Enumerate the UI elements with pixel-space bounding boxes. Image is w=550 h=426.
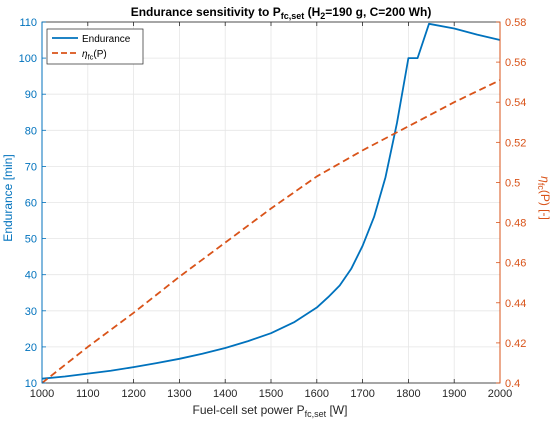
x-tick-label: 1400: [213, 388, 237, 400]
left-y-tick-label: 80: [25, 125, 37, 137]
right-y-axis-label: ηfc(P) [-]: [536, 176, 550, 220]
legend-endurance-label: Endurance: [82, 34, 131, 45]
right-y-tick-label: 0.56: [505, 57, 526, 69]
legend-efficiency-label: ηfc(P): [82, 49, 107, 62]
x-tick-label: 1900: [442, 388, 466, 400]
efficiency-series-line: [41, 79, 501, 384]
left-y-tick-label: 10: [25, 378, 37, 390]
left-y-tick-label: 90: [25, 89, 37, 101]
x-tick-label: 1200: [121, 388, 145, 400]
left-y-tick-label: 110: [19, 17, 37, 29]
left-y-tick-label: 40: [25, 270, 37, 282]
left-y-tick-label: 60: [25, 198, 37, 210]
right-y-tick-label: 0.5: [505, 177, 520, 189]
legend: Endurance ηfc(P): [46, 28, 144, 65]
right-y-tick-label: 0.4: [505, 378, 520, 390]
right-y-tick-label: 0.52: [505, 137, 526, 149]
left-y-tick-label: 20: [25, 342, 37, 354]
x-tick-label: 1700: [350, 388, 374, 400]
left-y-axis: 10 20 30 40 50 60 70 80 90 100 110: [19, 17, 46, 390]
x-axis-label: Fuel-cell set power Pfc,set [W]: [193, 403, 348, 419]
right-y-tick-label: 0.58: [505, 17, 526, 29]
plot-lines: [41, 22, 501, 384]
left-y-tick-label: 100: [19, 53, 37, 65]
x-tick-label: 1600: [305, 388, 329, 400]
x-tick-label: 1800: [396, 388, 420, 400]
left-y-axis-label: Endurance [min]: [1, 154, 15, 241]
right-y-tick-label: 0.44: [505, 298, 526, 310]
legend-box: [46, 28, 144, 65]
x-tick-label: 2000: [488, 388, 512, 400]
x-tick-label: 1100: [76, 388, 100, 400]
x-tick-label: 1000: [30, 388, 54, 400]
right-y-tick-label: 0.48: [505, 218, 526, 230]
x-tick-label: 1500: [259, 388, 283, 400]
right-y-tick-label: 0.46: [505, 258, 526, 270]
left-y-tick-label: 50: [25, 234, 37, 246]
right-y-tick-label: 0.42: [505, 338, 526, 350]
x-tick-label: 1300: [167, 388, 191, 400]
left-y-tick-label: 30: [25, 306, 37, 318]
right-y-tick-label: 0.54: [505, 97, 526, 109]
left-y-tick-label: 70: [25, 161, 37, 173]
x-axis: 1000 1100 1200 1300 1400 1500 1600 1700 1800 1900…: [30, 22, 512, 400]
chart-title: Endurance sensitivity to Pfc,set (H2=190…: [131, 5, 432, 21]
endurance-series-line: [41, 22, 501, 380]
right-y-axis: 0.4 0.42 0.44 0.46 0.48 0.5 0.52 0.54 0.56 0.58: [496, 17, 526, 390]
